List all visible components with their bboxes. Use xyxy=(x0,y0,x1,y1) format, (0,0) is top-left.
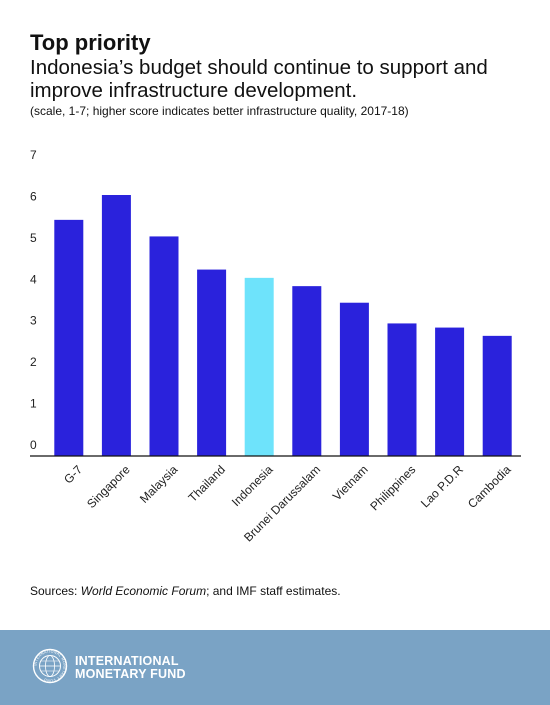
org-name: INTERNATIONAL MONETARY FUND xyxy=(75,655,186,681)
x-tick-label: Malaysia xyxy=(137,462,181,506)
source-emphasis: World Economic Forum xyxy=(80,584,207,598)
bar-malaysia xyxy=(149,236,179,456)
x-tick-label: Indonesia xyxy=(229,462,276,509)
y-tick-label: 6 xyxy=(30,189,37,203)
bar-vietnam xyxy=(339,302,369,456)
source-prefix: Sources: xyxy=(30,584,81,598)
bar-brunei-darussalam xyxy=(292,286,322,456)
org-name-line2: MONETARY FUND xyxy=(75,667,186,681)
x-tick-label: Philippines xyxy=(367,462,418,513)
org-name-line1: INTERNATIONAL xyxy=(75,654,179,668)
source-note: Sources: World Economic Forum; and IMF s… xyxy=(30,584,341,598)
y-tick-label: 7 xyxy=(30,148,37,162)
x-tick-label: Singapore xyxy=(84,462,133,511)
bar-g-7 xyxy=(54,219,84,456)
y-tick-label: 4 xyxy=(30,272,37,286)
bar-thailand xyxy=(197,269,227,456)
y-tick-label: 3 xyxy=(30,314,37,328)
x-tick-label: G-7 xyxy=(61,462,85,486)
bar-cambodia xyxy=(482,335,512,456)
chart-subtitle: Indonesia’s budget should continue to su… xyxy=(30,56,488,102)
bar-singapore xyxy=(101,195,131,456)
footer-band: INTERNATIONAL MONETARY FUND INTERNATIONA… xyxy=(0,630,550,705)
bar-indonesia xyxy=(244,277,274,456)
x-tick-label: Cambodia xyxy=(465,462,514,511)
x-tick-label: Lao P.D.R xyxy=(418,462,466,510)
x-tick-label: Vietnam xyxy=(330,462,371,503)
bar-lao-p-d-r xyxy=(435,327,465,456)
y-tick-label: 5 xyxy=(30,231,37,245)
bar-philippines xyxy=(387,323,417,456)
y-tick-label: 2 xyxy=(30,355,37,369)
y-tick-label: 0 xyxy=(30,438,37,452)
chart-note: (scale, 1-7; higher score indicates bett… xyxy=(30,104,409,118)
chart-title: Top priority xyxy=(30,30,151,55)
imf-seal-icon: INTERNATIONAL MONETARY FUND xyxy=(32,648,68,684)
y-tick-label: 1 xyxy=(30,397,37,411)
source-suffix: ; and IMF staff estimates. xyxy=(206,584,341,598)
x-tick-label: Thailand xyxy=(185,462,227,504)
bar-chart: 0 1 2 3 4 5 6 7 G-7 Singapore Malaysia Thailand Indo… xyxy=(30,148,521,544)
